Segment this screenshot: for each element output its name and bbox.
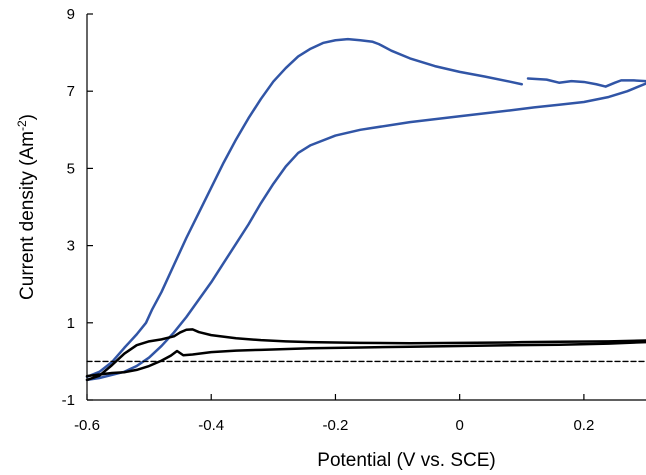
x-tick-label: 0.2 <box>573 417 594 434</box>
axes-layer <box>86 13 646 401</box>
series-line-3 <box>85 82 646 382</box>
y-axis-label-close: ) <box>17 114 38 120</box>
y-tick-label: 3 <box>67 238 75 255</box>
x-tick-label: -0.6 <box>74 417 100 434</box>
y-axis-label: Current density (Am-2) <box>15 114 38 300</box>
y-tick-label: 7 <box>67 83 75 100</box>
x-tick-label: -0.4 <box>198 417 224 434</box>
series-line-1 <box>85 37 524 379</box>
y-axis-label-base: Current density (Am <box>17 131 38 300</box>
x-tick-label: -0.2 <box>323 417 349 434</box>
series-line-4 <box>85 328 646 382</box>
plot-layer <box>85 37 646 382</box>
x-tick-label: 0 <box>455 417 463 434</box>
y-tick-label: 9 <box>67 6 75 23</box>
labels-layer: Potential (V vs. SCE) Current density (A… <box>15 6 594 471</box>
series-line-5 <box>85 340 646 378</box>
x-axis-label: Potential (V vs. SCE) <box>317 450 495 471</box>
y-axis-label-superscript: -2 <box>15 120 29 131</box>
y-tick-label: 5 <box>67 160 75 177</box>
y-tick-label: 1 <box>67 315 75 332</box>
y-tick-label: -1 <box>62 392 75 409</box>
series-line-2 <box>526 77 646 88</box>
